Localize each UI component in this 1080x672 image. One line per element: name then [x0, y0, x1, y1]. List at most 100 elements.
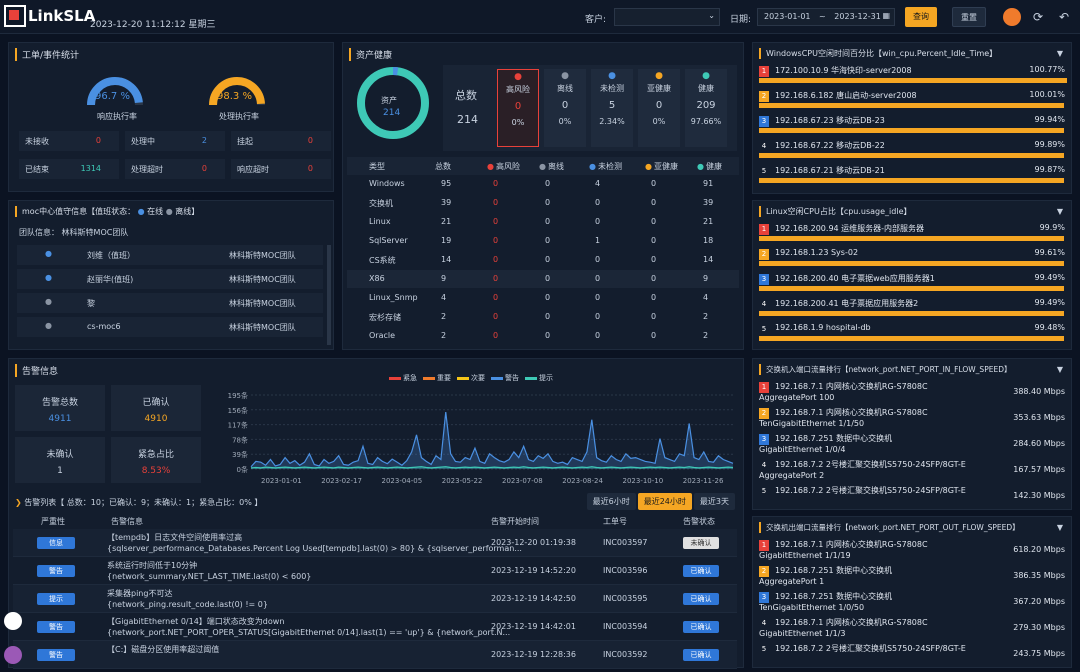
chat-icon[interactable] [4, 646, 22, 664]
asset-stat[interactable]: ● 健康 209 97.66% [685, 69, 727, 147]
alarm-stat-card[interactable]: 未确认 1 [15, 437, 105, 483]
table-row[interactable]: Windows 95 0 0 4 0 91 [347, 175, 739, 193]
rank-value: 99.48% [1034, 323, 1065, 332]
date-range-picker[interactable]: 2023-01-01 ~ 2023-12-31 ▦ [757, 8, 895, 26]
stat-cell[interactable]: 挂起 0 [231, 131, 331, 151]
rank-item[interactable]: 3 192.168.200.40 电子票据web应用服务器1 99.49% [759, 273, 1067, 297]
list-item[interactable]: ● 刘维（值班） 林科斯特MOC团队 [17, 245, 323, 265]
table-row[interactable]: Linux 21 0 0 0 0 21 [347, 213, 739, 231]
filter-icon[interactable]: ▼ [1056, 523, 1063, 532]
alarm-stat-card[interactable]: 告警总数 4911 [15, 385, 105, 431]
customer-select[interactable]: ⌄ [614, 8, 720, 26]
rank-item[interactable]: 3 192.168.67.23 移动云DB-23 99.94% [759, 115, 1067, 139]
status-badge[interactable]: 已确认 [683, 621, 719, 633]
legend-item[interactable]: 提示 [525, 374, 553, 382]
table-row[interactable]: 信息 【tempdb】日志文件空间使用率过高 {sqlserver_performa… [13, 529, 737, 557]
rank-item[interactable]: 4 192.168.200.41 电子票据应用服务器2 99.49% [759, 298, 1067, 322]
filter-icon[interactable]: ▼ [1056, 365, 1063, 374]
alarm-title: 【C:】磁盘分区使用率超过阈值 [107, 645, 220, 654]
reset-button[interactable]: 重置 [952, 7, 986, 27]
stat-cell[interactable]: 处理超时 0 [125, 159, 225, 179]
table-row[interactable]: SqlServer 19 0 0 1 0 18 [347, 232, 739, 250]
y-tick-label: 195条 [228, 391, 248, 400]
avatar[interactable] [1003, 8, 1021, 26]
rank-port: GigabitEthernet 1/0/4 [759, 445, 846, 454]
date-to: 2023-12-31 [834, 12, 881, 21]
tab-time-range[interactable]: 最近6小时 [586, 493, 636, 510]
rank-item[interactable]: 1 192.168.7.1 内网核心交换机RG-S7808C GigabitEthe… [759, 539, 1067, 563]
query-button[interactable]: 查询 [905, 7, 937, 27]
legend-item[interactable]: 紧急 [389, 374, 417, 382]
table-row[interactable]: 交换机 39 0 0 0 0 39 [347, 194, 739, 212]
refresh-icon[interactable]: ⟳ [1032, 10, 1044, 24]
severity-badge: 警告 [37, 621, 75, 633]
rank-name: 192.168.7.251 数据中心交换机 [775, 434, 893, 443]
list-item[interactable]: ● cs-moc6 林科斯特MOC团队 [17, 317, 323, 337]
legend-item[interactable]: 次要 [457, 374, 485, 382]
stat-cell[interactable]: 响应超时 0 [231, 159, 331, 179]
asset-stat[interactable]: ● 亚健康 0 0% [638, 69, 680, 147]
table-row[interactable]: X86 9 0 0 0 0 9 [347, 270, 739, 288]
rank-item[interactable]: 3 192.168.7.251 数据中心交换机 GigabitEthernet 1/… [759, 433, 1067, 457]
rank-badge: 1 [759, 382, 769, 393]
time-tabs: 最近6小时 最近24小时 最近3天 [585, 493, 735, 510]
table-row[interactable]: CS系统 14 0 0 0 0 14 [347, 251, 739, 269]
rank-name: 172.100.10.9 华海快印-server2008 [775, 66, 912, 75]
stat-percent: 97.66% [690, 117, 722, 126]
filter-icon[interactable]: ▼ [1056, 49, 1063, 58]
assistant-icon[interactable] [4, 612, 22, 630]
asset-stat[interactable]: ● 未检测 5 2.34% [591, 69, 633, 147]
tab-time-range[interactable]: 最近3天 [693, 493, 735, 510]
stat-cell[interactable]: 未接收 0 [19, 131, 119, 151]
rank-item[interactable]: 4 192.168.7.1 内网核心交换机RG-S7808C GigabitEthe… [759, 617, 1067, 641]
stat-percent: 0% [558, 117, 572, 126]
process-rate-label: 处理执行率 [219, 112, 259, 121]
rank-item[interactable]: 1 192.168.200.94 运维服务器-内部服务器 99.9% [759, 223, 1067, 247]
status-badge[interactable]: 未确认 [683, 537, 719, 549]
table-row[interactable]: 警告 【GigabitEthernet 0/14】端口状态改变为down {netw… [13, 613, 737, 641]
rank-item[interactable]: 3 192.168.7.251 数据中心交换机 TenGigabitEthernet… [759, 591, 1067, 615]
rank-item[interactable]: 2 192.168.1.23 Sys-02 99.61% [759, 248, 1067, 272]
rank-badge: 3 [759, 592, 769, 603]
rank-item[interactable]: 5 192.168.67.21 移动云DB-21 99.87% [759, 165, 1067, 189]
status-badge[interactable]: 已确认 [683, 565, 719, 577]
current-datetime: 2023-12-20 11:12:12 星期三 [90, 20, 216, 30]
table-row[interactable]: 警告 系统运行时间低于10分钟 {network_summary.NET_LAST_… [13, 557, 737, 585]
tab-time-range[interactable]: 最近24小时 [637, 493, 692, 510]
rank-item[interactable]: 1 192.168.7.1 内网核心交换机RG-S7808C AggregatePo… [759, 381, 1067, 405]
rank-item[interactable]: 5 192.168.1.9 hospital-db 99.48% [759, 323, 1067, 347]
scrollbar[interactable] [327, 245, 331, 345]
list-item[interactable]: ● 黎 林科斯特MOC团队 [17, 293, 323, 313]
alarm-stat-card[interactable]: 紧急占比 8.53% [111, 437, 201, 483]
table-cell: X86 [369, 274, 385, 283]
asset-stat[interactable]: ● 高风险 0 0% [497, 69, 539, 147]
series-area [251, 412, 733, 469]
status-badge[interactable]: 已确认 [683, 593, 719, 605]
rank-item[interactable]: 1 172.100.10.9 华海快印-server2008 100.77% [759, 65, 1067, 89]
rank-item[interactable]: 2 192.168.6.182 唐山启动-server2008 100.01% [759, 90, 1067, 114]
rank-item[interactable]: 5 192.168.7.2 2号楼汇聚交换机S5750-24SFP/8GT-E 24… [759, 643, 1067, 667]
list-item[interactable]: ● 赵丽华(值班) 林科斯特MOC团队 [17, 269, 323, 289]
status-badge[interactable]: 已确认 [683, 649, 719, 661]
stat-cell[interactable]: 已结束 1314 [19, 159, 119, 179]
table-row[interactable]: 提示 采集器ping不可达 {network_ping.result_code.la… [13, 585, 737, 613]
table-row[interactable]: Oracle 2 0 0 0 0 2 [347, 327, 739, 345]
rank-item[interactable]: 2 192.168.7.251 数据中心交换机 AggregatePort 1 386… [759, 565, 1067, 589]
rank-item[interactable]: 4 192.168.7.2 2号楼汇聚交换机S5750-24SFP/8GT-E Ag… [759, 459, 1067, 483]
rank-item[interactable]: 5 192.168.7.2 2号楼汇聚交换机S5750-24SFP/8GT-E 14… [759, 485, 1067, 509]
legend-item[interactable]: 重要 [423, 374, 451, 382]
table-row[interactable]: 警告 【C:】磁盘分区使用率超过阈值 2023-12-19 12:28:36 INC0… [13, 641, 737, 669]
asset-stat[interactable]: ● 离线 0 0% [544, 69, 586, 147]
rank-item[interactable]: 4 192.168.67.22 移动云DB-22 99.89% [759, 140, 1067, 164]
rank-name: 192.168.7.251 数据中心交换机 [775, 592, 893, 601]
filter-icon[interactable]: ▼ [1056, 207, 1063, 216]
rank-item[interactable]: 2 192.168.7.1 内网核心交换机RG-S7808C TenGigabitE… [759, 407, 1067, 431]
linux-cpu-panel: Linux空闲CPU占比【cpu.usage_idle】 ▼ 1 192.168.… [752, 200, 1072, 350]
table-row[interactable]: Linux_Snmp 4 0 0 0 0 4 [347, 289, 739, 307]
stat-cell[interactable]: 处理中 2 [125, 131, 225, 151]
back-icon[interactable]: ↶ [1058, 10, 1070, 24]
table-row[interactable]: 宏杉存储 2 0 0 0 0 2 [347, 308, 739, 326]
alarm-stat-card[interactable]: 已确认 4910 [111, 385, 201, 431]
legend-item[interactable]: 警告 [491, 374, 519, 382]
stat-label: 健康 [698, 84, 714, 93]
